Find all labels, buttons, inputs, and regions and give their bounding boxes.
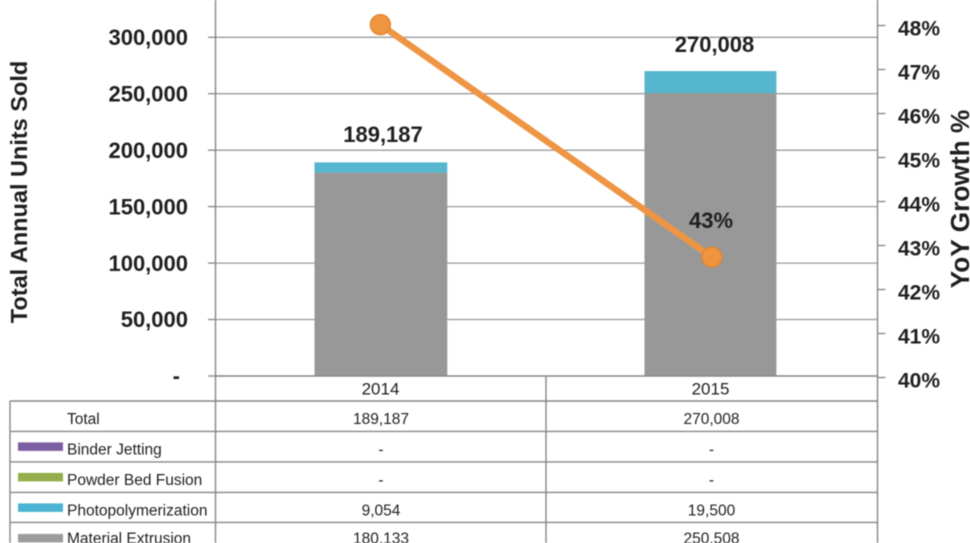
- svg-text:43%: 43%: [898, 237, 940, 260]
- svg-text:45%: 45%: [898, 149, 940, 172]
- svg-text:-: -: [378, 441, 383, 458]
- svg-text:-: -: [709, 441, 714, 458]
- svg-text:300,000: 300,000: [108, 25, 188, 50]
- svg-text:250,508: 250,508: [683, 531, 739, 543]
- svg-text:Material Extrusion: Material Extrusion: [67, 531, 191, 543]
- svg-text:100,000: 100,000: [108, 251, 188, 276]
- svg-text:43%: 43%: [689, 208, 733, 233]
- svg-text:2015: 2015: [692, 380, 730, 399]
- svg-text:270,008: 270,008: [675, 32, 755, 57]
- svg-text:Total: Total: [67, 411, 100, 428]
- svg-text:9,054: 9,054: [362, 502, 401, 519]
- svg-text:189,187: 189,187: [343, 122, 423, 147]
- svg-text:189,187: 189,187: [353, 411, 409, 428]
- svg-text:50,000: 50,000: [121, 307, 188, 332]
- svg-text:Powder Bed Fusion: Powder Bed Fusion: [67, 472, 202, 489]
- svg-text:-: -: [378, 472, 383, 489]
- svg-text:2014: 2014: [362, 380, 400, 399]
- svg-text:48%: 48%: [898, 17, 940, 40]
- svg-text:47%: 47%: [898, 61, 940, 84]
- svg-text:250,000: 250,000: [108, 81, 188, 106]
- svg-text:40%: 40%: [898, 369, 940, 392]
- svg-text:19,500: 19,500: [688, 502, 736, 519]
- svg-text:200,000: 200,000: [108, 138, 188, 163]
- svg-text:YoY Growth %: YoY Growth %: [945, 110, 970, 289]
- svg-text:270,008: 270,008: [683, 411, 739, 428]
- svg-text:Binder Jetting: Binder Jetting: [67, 441, 162, 458]
- svg-text:41%: 41%: [898, 325, 940, 348]
- svg-text:150,000: 150,000: [108, 194, 188, 219]
- svg-text:-: -: [173, 364, 180, 389]
- svg-text:Photopolymerization: Photopolymerization: [67, 502, 207, 519]
- svg-text:Total Annual Units Sold: Total Annual Units Sold: [6, 61, 32, 323]
- svg-text:-: -: [709, 472, 714, 489]
- svg-text:180,133: 180,133: [353, 531, 409, 543]
- svg-text:42%: 42%: [898, 281, 940, 304]
- svg-text:46%: 46%: [898, 105, 940, 128]
- svg-text:44%: 44%: [898, 193, 940, 216]
